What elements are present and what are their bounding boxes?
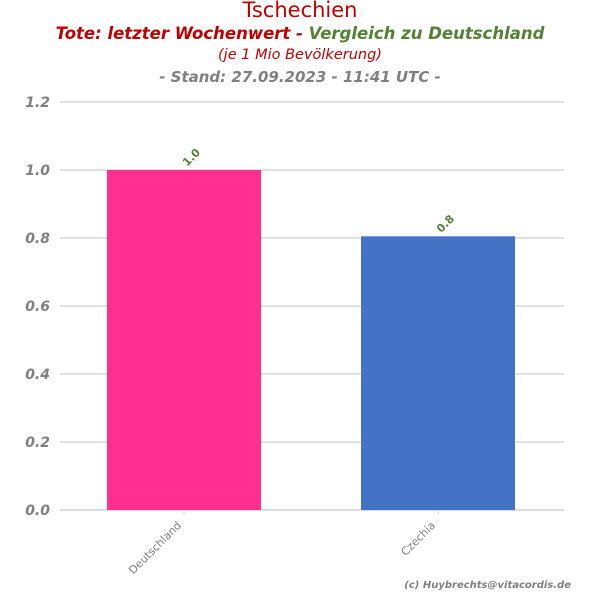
y-axis-tick-labels: 0.0 0.2 0.4 0.6 0.8 1.0 1.2 (25, 95, 50, 519)
bars (107, 170, 515, 511)
y-tick-label: 0.0 (25, 503, 50, 519)
value-label: 1.0 (180, 146, 203, 169)
subtitle-deaths-label: Tote: letzter Wochenwert - (55, 24, 309, 43)
bar-czechia (361, 236, 515, 511)
credit-text: (c) Huybrechts@vitacordis.de (404, 580, 571, 591)
subtitle-comparison-label: Vergleich zu Deutschland (308, 24, 545, 43)
y-tick-label: 1.2 (25, 95, 50, 111)
chart-subtitle: Tote: letzter Wochenwert - Vergleich zu … (0, 24, 600, 43)
chart-title: Tschechien (242, 0, 358, 22)
value-label: 0.8 (434, 212, 457, 235)
x-tick-label: Deutschland (126, 519, 184, 577)
x-axis-tick-labels: Deutschland Czechia (126, 510, 439, 577)
chart-timestamp: - Stand: 27.09.2023 - 11:41 UTC - (159, 68, 441, 86)
y-tick-label: 1.0 (25, 163, 50, 179)
y-tick-label: 0.4 (25, 367, 50, 383)
chart-unit-note: (je 1 Mio Bevölkerung) (218, 47, 382, 63)
y-tick-label: 0.6 (25, 299, 50, 315)
y-tick-label: 0.2 (25, 435, 50, 451)
y-tick-label: 0.8 (25, 231, 50, 247)
bar-deutschland (107, 170, 261, 510)
x-tick-label: Czechia (398, 519, 438, 559)
